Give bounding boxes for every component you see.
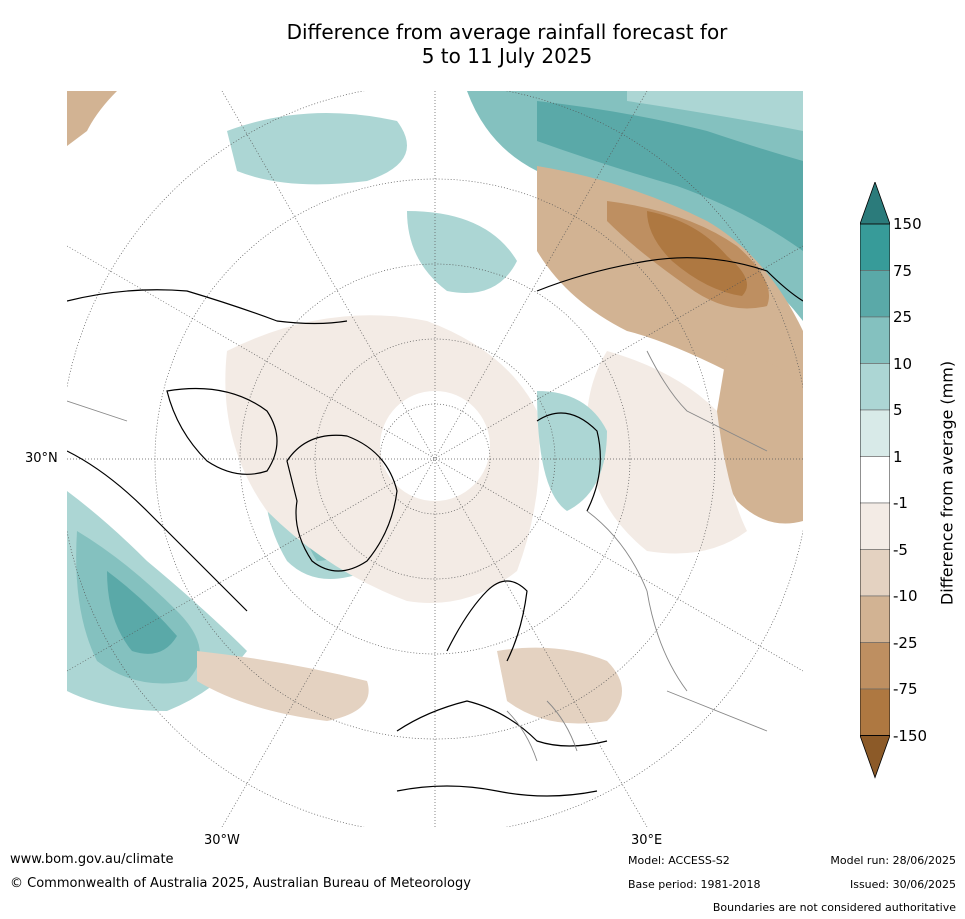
coast-russia-north	[536, 412, 601, 512]
colorbar-tick-label: 1	[893, 447, 903, 466]
footer-base-period: Base period: 1981-2018	[628, 878, 761, 891]
field-left-teal-darker	[107, 571, 177, 654]
colorbar-tick-label: 75	[893, 261, 913, 280]
field-top-mid-teal	[407, 211, 517, 293]
field-lower-brown	[197, 651, 369, 721]
borders	[67, 350, 768, 762]
field-europe-brown	[497, 647, 622, 724]
field-top-left-brown	[67, 91, 117, 146]
colorbar-tick-label: -5	[893, 540, 908, 559]
colorbar-outline	[860, 223, 890, 736]
colorbar-tick-label: -25	[893, 633, 918, 652]
footer-website[interactable]: www.bom.gov.au/climate	[10, 852, 174, 867]
footer-copyright: © Commonwealth of Australia 2025, Austra…	[10, 876, 471, 891]
field-east-light	[586, 351, 747, 554]
footer-issued: Issued: 30/06/2025	[849, 878, 956, 891]
colorbar	[860, 182, 890, 779]
coast-scandinavia	[446, 580, 528, 662]
colorbar-band	[860, 642, 890, 690]
coast-siberia	[536, 257, 803, 302]
coast-greenland	[286, 434, 398, 572]
map-canvas	[67, 91, 803, 827]
coast-canada-arctic	[166, 387, 278, 475]
colorbar-tick-label: 5	[893, 401, 903, 419]
coast-alaska	[67, 289, 348, 325]
colorbar-over-triangle	[860, 182, 890, 225]
colorbar-tick-label: -150	[893, 726, 928, 745]
title-line-1: Difference from average rainfall forecas…	[286, 20, 728, 44]
colorbar-tick-label: -75	[893, 680, 918, 698]
coastlines	[67, 257, 803, 797]
footer-model: Model: ACCESS-S2	[628, 854, 730, 867]
colorbar-band	[860, 223, 890, 271]
lat-label-30n: 30°N	[25, 451, 58, 466]
colorbar-band	[860, 363, 890, 411]
colorbar-tick-label: 10	[893, 354, 913, 373]
colorbar-band	[860, 595, 890, 643]
title-line-2: 5 to 11 July 2025	[421, 44, 593, 68]
lon-label-30e: 30°E	[631, 833, 663, 848]
rainfall-anomaly-map	[67, 91, 803, 827]
coast-europe	[396, 700, 608, 747]
field-top-teal-dark	[537, 101, 803, 251]
colorbar-band	[860, 316, 890, 364]
footer-disclaimer: Boundaries are not considered authoritat…	[712, 901, 956, 914]
colorbar-title: Difference from average (mm)	[937, 360, 957, 606]
colorbar-band	[860, 502, 890, 550]
colorbar-band	[860, 270, 890, 318]
coast-mediterranean	[396, 785, 598, 797]
field-siberia-teal	[537, 391, 607, 511]
colorbar-band	[860, 456, 890, 504]
colorbar-tick-label: 150	[893, 215, 922, 233]
colorbar-bands	[860, 182, 890, 779]
field-asia-brown-darkest	[647, 211, 747, 296]
footer-model-run: Model run: 28/06/2025	[830, 854, 956, 867]
colorbar-tick-label: 25	[893, 308, 913, 326]
field-top-left-teal	[227, 113, 407, 185]
field-east-brown	[716, 351, 803, 524]
map-title: Difference from average rainfall forecas…	[0, 20, 965, 68]
field-top-teal-2	[627, 91, 803, 131]
colorbar-band	[860, 688, 890, 736]
colorbar-under-triangle	[860, 735, 890, 779]
colorbar-tick-label: -10	[893, 587, 918, 605]
colorbar-tick-label: -1	[893, 494, 908, 512]
graticule	[67, 91, 803, 827]
lon-label-30w: 30°W	[204, 833, 240, 848]
colorbar-band	[860, 409, 890, 457]
coast-north-america	[67, 450, 248, 612]
colorbar-band	[860, 549, 890, 597]
